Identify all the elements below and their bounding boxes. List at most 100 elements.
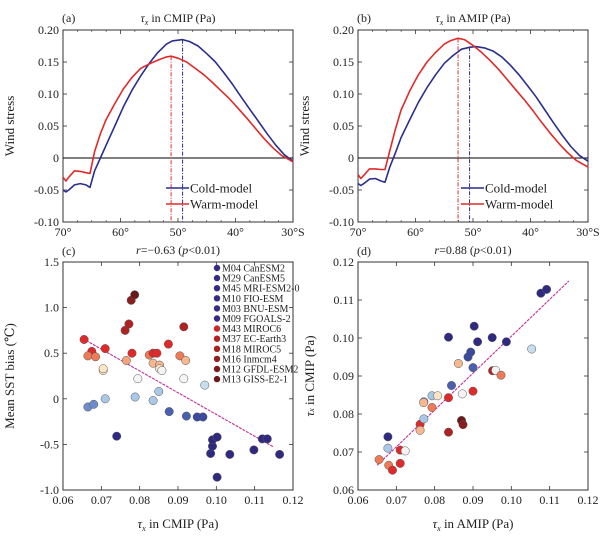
panel-c-data-point <box>249 445 259 455</box>
panel-c-data-point <box>206 449 216 458</box>
panel-d-data-point <box>444 332 453 342</box>
panel-d-data-point <box>487 333 497 343</box>
panel-c-xtick-label: 0.10 <box>206 493 227 507</box>
panel-a-xtick-label: 40° <box>227 225 244 239</box>
panel-c-legend-label: M16 Inmcm4 <box>222 354 277 365</box>
panel-c-data-point <box>181 356 191 365</box>
panel-c-data-point <box>179 374 189 384</box>
panel-c-xtick-label: 0.11 <box>244 493 265 507</box>
panel-c-ytick-label: 1.0 <box>44 301 59 315</box>
panel-a-xtick-label: 30°S <box>281 225 304 239</box>
panel-d-data-point <box>527 344 537 354</box>
panel-c-data-point <box>275 449 285 459</box>
panel-d-ytick-label: 0.12 <box>333 255 354 269</box>
panel-b-ytick-label: 0.20 <box>333 23 354 37</box>
panel-c-legend-label: M09 FGOALS-2 <box>222 314 291 325</box>
panel-b-ytick-label: 0.10 <box>333 87 354 101</box>
panel-d-xtick-label: 0.06 <box>348 493 369 507</box>
panel-a-ytick-label: 0.20 <box>38 23 59 37</box>
panel-c-data-point <box>152 348 162 358</box>
panel-c-data-point <box>130 392 140 402</box>
panel-d-ytick-label: 0.06 <box>333 483 354 497</box>
panel-d-cmip-vs-amip-scatter: (d) r=0.88 (p<0.01) τx in CMIP (Pa) τx i… <box>302 243 599 533</box>
panel-b-label: (b) <box>357 11 371 25</box>
panel-a-xtick-label: 60° <box>112 225 129 239</box>
panel-d-data-point <box>542 284 552 294</box>
panel-a-ytick-label: -0.05 <box>34 183 59 197</box>
panel-b-legend-label: Warm-model <box>485 197 554 212</box>
panel-c-legend-marker <box>213 345 221 352</box>
panel-b-ytick-label: -0.05 <box>329 183 354 197</box>
panel-c-data-point <box>112 431 122 441</box>
panel-c-legend-marker <box>213 365 221 373</box>
panel-b-ylabel: Wind stress <box>297 96 312 157</box>
panel-c-ytick-label: -0.5 <box>40 437 59 451</box>
panel-d-xtick-label: 0.12 <box>578 493 599 507</box>
panel-b-xtick-label: 30°S <box>576 225 599 239</box>
panel-d-label: (d) <box>357 244 371 258</box>
panel-d-data-point <box>444 427 453 437</box>
panel-c-legend-marker <box>213 305 221 312</box>
panel-c-legend-label: M10 FIO-ESM <box>222 294 284 305</box>
panel-d-title: r=0.88 (p<0.01) <box>434 243 511 257</box>
panel-d-data-point <box>473 337 483 347</box>
panel-c-data-point <box>179 322 189 332</box>
panel-c-legend-marker <box>213 295 221 302</box>
panel-d-data-point <box>419 398 429 408</box>
panel-b-line-warm-model <box>357 37 589 180</box>
panel-c-legend-marker <box>213 285 221 292</box>
panel-c-data-point <box>212 432 222 442</box>
panel-c-xtick-label: 0.09 <box>168 493 189 507</box>
panel-d-data-point <box>383 432 393 442</box>
panel-b-plot-frame <box>357 29 589 223</box>
panel-c-xlabel: τx in CMIP (Pa) <box>137 516 218 533</box>
panel-a-title: τx in CMIP (Pa) <box>140 11 215 27</box>
panel-c-data-point <box>212 472 222 482</box>
panel-a-xtick-label: 50° <box>170 225 187 239</box>
panel-c-legend-label: M37 EC-Earth3 <box>222 334 286 345</box>
panel-d-data-point <box>458 420 468 430</box>
panel-c-legend-marker <box>213 375 221 383</box>
panel-c-ytick-label: -1.0 <box>40 483 59 497</box>
panel-d-data-point <box>427 403 437 412</box>
panel-d-data-point <box>388 465 397 475</box>
panel-d-data-point <box>468 363 478 373</box>
panel-d-data-point <box>383 443 393 453</box>
panel-c-xtick-label: 0.12 <box>283 493 304 507</box>
panel-c-legend-label: M13 GISS-E2-1 <box>222 375 288 386</box>
panel-d-data-point <box>469 321 479 331</box>
panel-d-data-point <box>457 389 467 399</box>
panel-d-ytick-label: 0.07 <box>333 445 354 459</box>
panel-c-ylabel: Mean SST bias (℃) <box>2 323 17 429</box>
panel-b-ytick-label: 0 <box>348 151 354 165</box>
panel-c-title: r=−0.63 (p<0.01) <box>136 243 220 257</box>
panel-a-ytick-label: 0.10 <box>38 87 59 101</box>
panel-d-xtick-label: 0.11 <box>539 493 560 507</box>
panel-c-data-point <box>164 407 174 417</box>
panel-d-ytick-label: 0.10 <box>333 331 354 345</box>
panel-a-line-cold-model <box>62 38 294 193</box>
panel-c-data-point <box>127 348 137 358</box>
panel-c-data-point <box>100 344 110 354</box>
panel-c-data-point <box>200 380 210 390</box>
panel-a-ytick-label: 0.05 <box>38 119 59 133</box>
panel-d-data-point <box>447 381 456 390</box>
panel-c-data-point <box>89 399 99 409</box>
panel-c-legend-marker <box>213 355 221 363</box>
panel-d-data-point <box>501 337 511 347</box>
panel-b-ytick-label: 0.05 <box>333 119 354 133</box>
panel-d-xtick-label: 0.07 <box>386 493 407 507</box>
panel-d-data-point <box>374 455 384 465</box>
panel-c-xtick-label: 0.07 <box>91 493 112 507</box>
panel-b-ytick-label: 0.15 <box>333 55 354 69</box>
panel-d-xtick-label: 0.09 <box>463 493 484 507</box>
panel-d-data-point <box>468 386 478 396</box>
panel-c-data-point <box>175 351 185 361</box>
panel-c-legend-label: M03 BNU-ESM <box>222 304 289 315</box>
panel-a-legend-label: Cold-model <box>190 181 252 196</box>
panel-d-ytick-label: 0.11 <box>333 293 354 307</box>
panel-d-ytick-label: 0.09 <box>333 369 354 383</box>
panel-c-regression-line <box>85 339 275 448</box>
